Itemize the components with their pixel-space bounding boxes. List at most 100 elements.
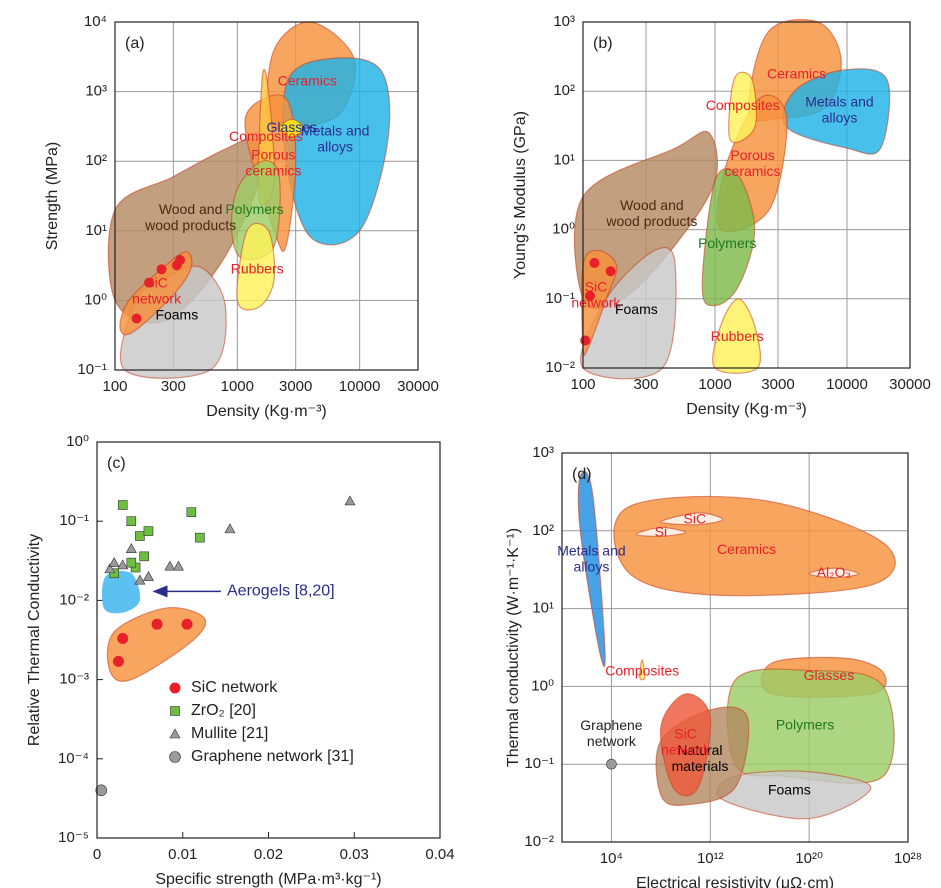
y-tick-label: 10¹ [85, 222, 107, 239]
x-tick-label: 0.04 [425, 846, 454, 863]
region-label: Composites [706, 97, 780, 113]
x-tick-label: 100 [102, 378, 127, 395]
region [236, 222, 276, 311]
legend-marker [169, 751, 181, 763]
x-tick-label: 3000 [761, 376, 794, 393]
y-tick-label: 10¹ [532, 600, 554, 617]
y-tick-label: 10² [553, 82, 575, 99]
y-tick-label: 10⁴ [84, 13, 107, 30]
data-point [606, 758, 617, 770]
region-label: network [132, 290, 182, 306]
x-tick-label: 10000 [339, 378, 381, 395]
marker [126, 516, 137, 527]
x-tick-label: 10¹² [697, 850, 724, 867]
region-label: Ceramics [767, 66, 826, 82]
marker [151, 618, 163, 630]
region-label: alloys [822, 109, 858, 125]
x-tick-label: 0.03 [340, 846, 369, 863]
x-tick-label: 30000 [889, 376, 931, 393]
data-point [580, 335, 591, 346]
region [278, 118, 305, 138]
legend-label: SiC network [191, 679, 278, 696]
region-label: Porous [730, 147, 774, 163]
region-label: alloys [317, 138, 353, 154]
point-label: Graphene [580, 717, 642, 733]
region-label: Glasses [266, 119, 317, 135]
region-label: Ceramics [278, 72, 337, 88]
region-label: Porous [251, 147, 295, 163]
y-tick-label: 10⁻² [524, 833, 554, 850]
x-tick-label: 300 [633, 376, 658, 393]
y-tick-label: 10⁻¹ [545, 290, 575, 307]
data-point [144, 277, 155, 288]
marker [104, 563, 116, 574]
x-tick-label: 10000 [826, 376, 868, 393]
marker [108, 556, 120, 567]
region-label: Polymers [776, 716, 834, 732]
x-tick-label: 0 [93, 846, 101, 863]
marker [195, 532, 205, 543]
y-tick-label: 10⁰ [66, 433, 89, 450]
x-tick-label: 0.01 [168, 846, 197, 863]
panel-label: (b) [593, 35, 613, 52]
x-axis-title: Density (Kg·m⁻³) [686, 401, 806, 418]
y-tick-label: 10⁻¹ [77, 361, 107, 378]
marker [143, 526, 154, 536]
x-tick-label: 300 [161, 378, 186, 395]
region [712, 298, 762, 374]
x-tick-label: 1000 [221, 378, 254, 395]
x-tick-label: 10²⁸ [894, 850, 922, 867]
y-tick-label: 10⁻⁴ [58, 750, 89, 767]
marker [139, 551, 149, 562]
region [660, 512, 724, 526]
y-tick-label: 10⁻² [59, 591, 89, 608]
region-label: Foams [155, 306, 198, 322]
region [659, 693, 712, 797]
y-tick-label: 10² [85, 152, 107, 169]
region-label: SiC [585, 279, 608, 295]
y-tick-label: 10³ [532, 444, 554, 461]
data-point [605, 266, 616, 277]
y-axis-title: Relative Thermal Conductivity [26, 534, 43, 746]
y-tick-label: 10⁻⁵ [58, 829, 89, 846]
y-tick-label: 10⁻³ [59, 671, 89, 688]
y-tick-label: 10³ [553, 13, 575, 30]
region-label: Al₂O₃ [817, 564, 851, 580]
y-tick-label: 10⁰ [84, 291, 107, 308]
panel: 10⁴ 10¹² 10²⁰ 10²⁸ 10⁻² 10⁻¹ 10⁰ 10¹ 10² 10³ Ceram… [505, 444, 922, 888]
region-label: Foams [768, 781, 811, 797]
annotation: Aerogels [8,20] [227, 583, 335, 600]
y-tick-label: 10⁰ [531, 677, 554, 694]
region-label: Metals and [557, 543, 625, 559]
data-point [156, 264, 167, 275]
marker [117, 633, 129, 645]
marker [117, 500, 128, 510]
marker [117, 559, 129, 570]
region-label: SiC [674, 725, 697, 741]
y-tick-label: 10⁻¹ [59, 512, 89, 529]
region [808, 567, 860, 579]
data-point [589, 257, 600, 268]
region-label: alloys [574, 559, 610, 575]
legend-label: Mullite [21] [191, 725, 268, 742]
panel-label: (d) [572, 466, 592, 483]
region-label: Wood and [159, 201, 223, 217]
region-label: network [571, 295, 621, 311]
region-label: Composites [229, 128, 303, 144]
x-tick-label: 30000 [397, 378, 439, 395]
region-label: wood products [144, 217, 236, 233]
marker [142, 570, 154, 581]
marker [109, 568, 119, 579]
region-label: Metals and [805, 93, 873, 109]
region [639, 659, 646, 681]
legend-marker [170, 706, 180, 716]
point-label: network [587, 733, 637, 749]
y-tick-label: 10⁻² [545, 359, 575, 376]
x-axis-title: Electrical resistivity (μΩ·cm) [636, 875, 834, 888]
marker [135, 531, 145, 541]
region-label: Foams [615, 301, 658, 317]
y-axis-title: Young's Modulus (GPa) [512, 111, 529, 279]
legend-label: Graphene network [31] [191, 748, 354, 765]
region-label: wood products [605, 213, 697, 229]
